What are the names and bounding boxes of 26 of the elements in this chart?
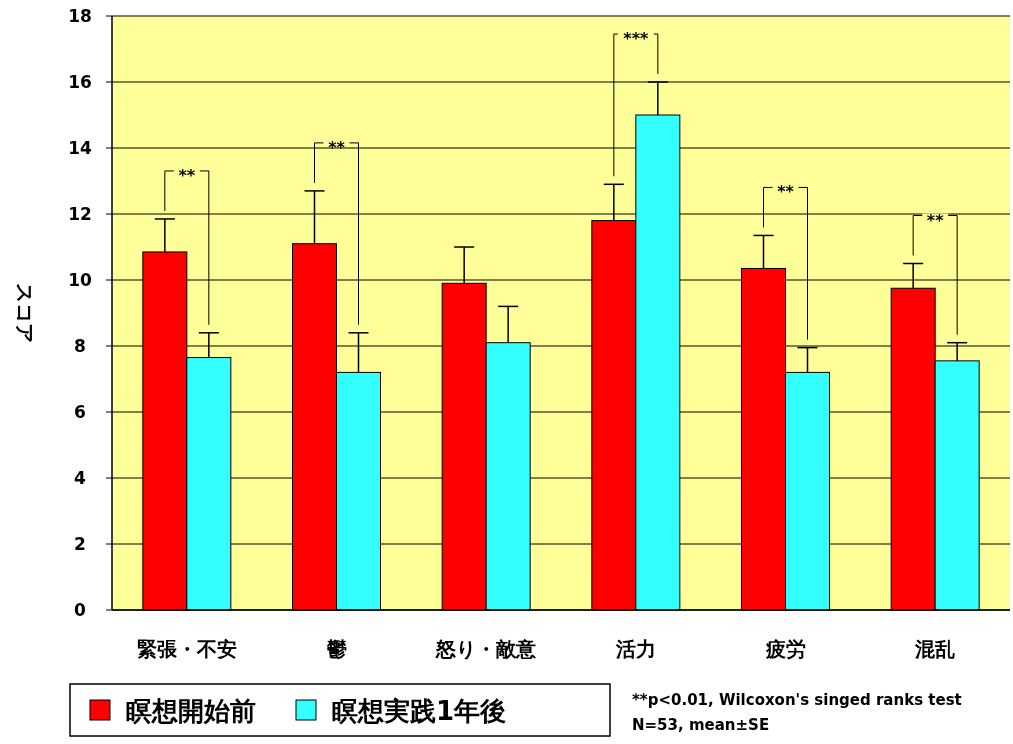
annotation: **	[777, 182, 795, 202]
y-tick-label: 4	[74, 468, 87, 488]
y-tick-label: 12	[68, 204, 92, 224]
legend-label: 瞑想開始前	[126, 696, 256, 726]
annotation: **	[926, 210, 945, 230]
y-tick-label: 6	[74, 402, 86, 422]
y-tick-label: 8	[74, 336, 86, 356]
x-tick-label: 緊張・不安	[136, 637, 237, 661]
text: N=53, mean±SE	[632, 716, 770, 734]
x-tick-label: 混乱	[914, 637, 956, 661]
x-tick-label: 鬱	[325, 637, 347, 661]
annotation: **	[178, 165, 196, 185]
text: **p<0.01, Wilcoxon's singed ranks test	[632, 691, 962, 709]
annotation: **	[328, 137, 346, 157]
y-tick-label: 0	[74, 600, 87, 620]
y-tick-label: 2	[74, 534, 86, 554]
y-axis-title: スコア	[13, 283, 37, 343]
y-tick-label: 18	[68, 6, 92, 26]
annotation: ***	[623, 29, 650, 48]
x-tick-label: 疲労	[764, 637, 806, 661]
x-tick-label: 活力	[614, 637, 656, 661]
legend-label: 瞑想実践1年後	[332, 696, 507, 726]
y-tick-label: 10	[68, 270, 92, 290]
x-tick-label: 怒り・敵意	[435, 637, 538, 661]
y-tick-label: 14	[68, 138, 92, 158]
y-tick-label: 16	[68, 72, 92, 92]
